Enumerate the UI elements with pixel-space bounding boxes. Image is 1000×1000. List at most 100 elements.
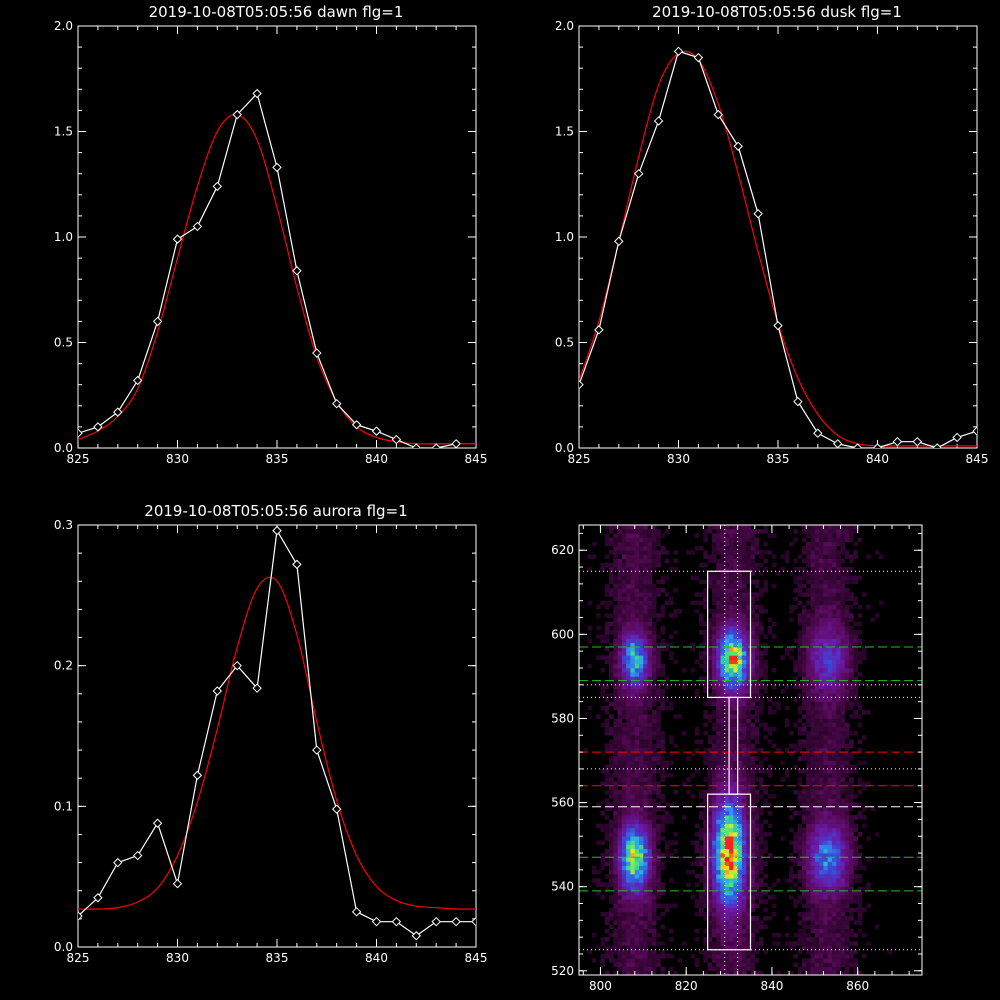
heatmap-cell (819, 827, 824, 833)
y-tick-label: 0.0 (555, 441, 574, 455)
heatmap-cell (831, 869, 837, 875)
heatmap-cell (634, 667, 640, 673)
heatmap-cell (746, 853, 751, 858)
heatmap-cell (746, 890, 751, 896)
heatmap-cell (733, 739, 738, 744)
heatmap-cell (630, 693, 636, 698)
heatmap-cell (737, 832, 743, 837)
heatmap-cell (797, 621, 803, 627)
heatmap-cell (789, 853, 794, 858)
heatmap-cell (801, 966, 807, 972)
heatmap-cell (639, 726, 644, 732)
heatmap-cell (741, 625, 747, 631)
heatmap-cell (853, 600, 858, 606)
heatmap-cell (613, 558, 618, 564)
heatmap-cell (724, 625, 730, 631)
heatmap-cell (746, 735, 751, 740)
heatmap-cell (656, 529, 661, 534)
heatmap-cell (754, 853, 760, 858)
heatmap-cell (626, 541, 631, 547)
heatmap-cell (703, 895, 708, 900)
heatmap-cell (853, 840, 858, 845)
heatmap-cell (814, 768, 820, 774)
heatmap-cell (630, 874, 636, 879)
heatmap-cell (861, 781, 867, 787)
heatmap-cell (810, 743, 816, 749)
heatmap-cell (849, 916, 854, 921)
heatmap-cell (737, 537, 743, 543)
heatmap-cell (707, 672, 713, 677)
heatmap-cell (750, 554, 756, 559)
heatmap-cell (759, 604, 764, 610)
heatmap-cell (737, 579, 743, 585)
heatmap-cell (711, 966, 717, 972)
heatmap-cell (643, 743, 648, 749)
heatmap-cell (587, 638, 593, 644)
heatmap-cell (613, 785, 618, 791)
heatmap-cell (626, 878, 631, 883)
heatmap-cell (634, 777, 640, 782)
heatmap-cell (729, 970, 734, 975)
heatmap-cell (750, 958, 756, 963)
heatmap-cell (746, 630, 751, 635)
heatmap-cell (831, 621, 837, 627)
heatmap-cell (806, 638, 811, 644)
heatmap-cell (819, 911, 824, 917)
heatmap-cell (729, 911, 734, 917)
heatmap-cell (711, 806, 717, 812)
heatmap-cell (651, 970, 657, 975)
heatmap-cell (677, 609, 683, 614)
heatmap-cell (626, 777, 631, 782)
heatmap-cell (643, 525, 648, 530)
heatmap-cell (703, 840, 708, 845)
heatmap-cell (720, 937, 726, 942)
heatmap-cell (836, 693, 841, 698)
heatmap-cell (729, 752, 734, 757)
heatmap-cell (823, 689, 828, 694)
heatmap-cell (707, 676, 713, 681)
heatmap-cell (737, 895, 743, 900)
heatmap-cell (853, 853, 858, 858)
heatmap-cell (746, 550, 751, 555)
heatmap-cell (827, 600, 833, 606)
heatmap-cell (651, 583, 657, 589)
heatmap-cell (621, 705, 627, 711)
heatmap-cell (729, 655, 734, 660)
heatmap-cell (746, 638, 751, 644)
heatmap-cell (819, 575, 824, 580)
heatmap-cell (716, 966, 721, 972)
heatmap-cell (806, 546, 811, 551)
heatmap-cell (711, 747, 717, 753)
heatmap-cell (844, 848, 850, 854)
heatmap-cell (617, 958, 623, 963)
heatmap-cell (784, 773, 790, 778)
heatmap-cell (814, 752, 820, 757)
heatmap-cell (703, 810, 708, 816)
heatmap-cell (741, 554, 747, 559)
heatmap-cell (609, 840, 614, 845)
heatmap-cell (819, 810, 824, 816)
heatmap-cell (789, 571, 794, 576)
heatmap-cell (673, 567, 678, 572)
heatmap-cell (703, 554, 708, 559)
heatmap-cell (836, 869, 841, 875)
heatmap-cell (630, 962, 636, 967)
heatmap-cell (840, 541, 846, 547)
heatmap-cell (810, 672, 816, 677)
heatmap-cell (831, 583, 837, 589)
heatmap-cell (754, 604, 760, 610)
heatmap-cell (720, 592, 726, 597)
heatmap-cell (630, 525, 636, 530)
y-tick-label: 0.5 (54, 336, 73, 350)
heatmap-cell (613, 697, 618, 702)
heatmap-cell (639, 684, 644, 690)
heatmap-cell (639, 911, 644, 917)
data-point (594, 325, 604, 335)
heatmap-cell (613, 701, 618, 707)
heatmap-cell (591, 554, 597, 559)
heatmap-cell (819, 802, 824, 808)
heatmap-cell (639, 642, 644, 648)
heatmap-cell (617, 722, 623, 728)
heatmap-cell (836, 764, 841, 770)
heatmap-cell (857, 789, 863, 795)
